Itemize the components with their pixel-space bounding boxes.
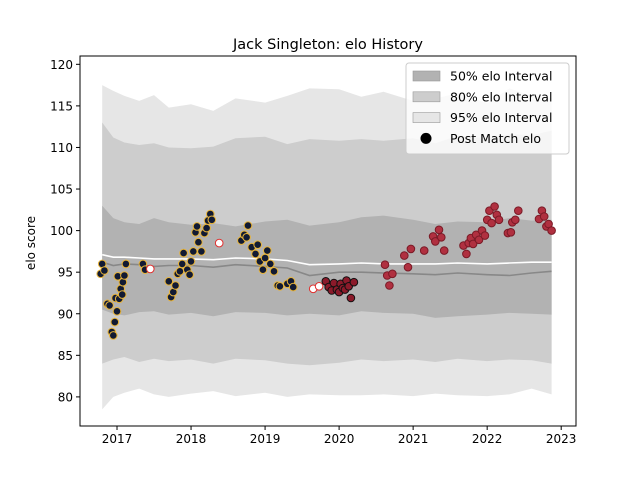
legend-label: 80% elo Interval [450, 89, 552, 104]
post-match-elo-point [242, 233, 251, 242]
plot-frame [79, 55, 577, 427]
post-match-elo-point [314, 282, 324, 291]
post-match-elo-point [263, 246, 272, 255]
x-tick-label: 2023 [546, 432, 577, 446]
post-match-elo-point [462, 249, 471, 259]
post-match-elo-point [474, 235, 484, 245]
post-match-elo-point [539, 212, 549, 221]
x-tick-label: 2019 [250, 432, 281, 446]
post-match-elo-point [403, 262, 413, 272]
x-tick-label: 2020 [324, 432, 355, 446]
post-match-elo-point [388, 269, 397, 279]
post-match-elo-point [202, 223, 211, 233]
post-match-elo-point [197, 247, 206, 256]
post-match-elo-point [514, 206, 523, 215]
post-match-elo-point [400, 251, 409, 260]
chart-title: Jack Singleton: elo History [232, 37, 423, 53]
post-match-elo-point [112, 307, 122, 316]
y-tick-label: 100 [50, 224, 73, 238]
post-match-elo-point [269, 267, 279, 276]
legend-marker-point [420, 132, 432, 144]
post-match-elo-point [468, 239, 478, 249]
post-match-elo-point [189, 247, 198, 256]
post-match-elo-point [207, 215, 217, 225]
y-tick-label: 120 [50, 58, 73, 72]
post-match-elo-point [214, 238, 224, 248]
x-tick-label: 2018 [176, 432, 207, 446]
legend-label: Post Match elo [450, 131, 541, 146]
post-match-elo-point [100, 266, 109, 275]
legend-label: 95% elo Interval [450, 110, 552, 125]
post-match-elo-point [117, 290, 127, 299]
post-match-elo-point [120, 271, 129, 280]
x-tick-label: 2017 [102, 432, 133, 446]
post-match-elo-point [110, 317, 120, 327]
post-match-elo-point [434, 225, 444, 235]
post-match-elo-point [171, 281, 180, 290]
post-match-elo-point [288, 282, 298, 292]
post-match-elo-point [385, 281, 394, 290]
post-match-elo-point [185, 270, 194, 280]
y-tick-label: 80 [58, 390, 73, 404]
post-match-elo-point [164, 277, 174, 286]
axes: 2017 2018 2019 2020 2021 2022 2023 80 85 90 95 100 1… [50, 55, 577, 446]
plot-area [96, 85, 556, 410]
post-match-elo-point [506, 228, 516, 237]
post-match-elo-point [490, 202, 499, 211]
post-match-elo-point [175, 267, 185, 276]
y-tick-label: 95 [58, 266, 73, 280]
post-match-elo-point [105, 301, 114, 310]
post-match-elo-point [437, 233, 446, 242]
x-tick-label: 2022 [472, 432, 503, 446]
post-match-elo-point [380, 260, 390, 270]
x-tick-label: 2021 [398, 432, 429, 446]
post-match-elo-point [494, 215, 504, 225]
y-tick-label: 85 [58, 349, 73, 363]
y-tick-label: 105 [50, 183, 73, 197]
post-match-elo-point [121, 259, 131, 269]
post-match-elo-point [275, 282, 285, 291]
post-match-elo-point [253, 240, 263, 249]
legend-swatch-band [412, 112, 441, 123]
mean-elo-line [102, 253, 552, 266]
post-match-elo-point [406, 244, 416, 254]
legend-box [405, 62, 570, 155]
legend-swatch-band [412, 91, 441, 103]
y-tick-label: 110 [50, 141, 73, 155]
legend-swatch-band [412, 70, 441, 82]
post-match-elo-point [480, 231, 490, 240]
post-match-elo-point [258, 265, 268, 275]
post-match-elo-point [194, 237, 203, 247]
post-match-elo-point [266, 259, 275, 269]
post-match-elo-point [109, 331, 118, 340]
post-match-elo-point [547, 226, 556, 235]
post-match-elo-point [146, 264, 155, 274]
post-match-elo-point [431, 237, 440, 246]
post-match-elo-point [186, 257, 196, 266]
post-match-elo-point [419, 246, 429, 255]
post-match-elo-point [511, 215, 520, 225]
post-match-elo-point [346, 293, 356, 303]
post-match-elo-point [349, 277, 359, 287]
y-tick-label: 90 [58, 307, 73, 321]
post-match-elo-point [487, 218, 496, 228]
post-match-elo-point [251, 249, 260, 259]
legend-label: 50% elo Interval [450, 69, 552, 84]
post-match-elo-point [179, 248, 188, 258]
legend: 50% elo Interval 80% elo Interval 95% elo … [405, 62, 570, 155]
post-match-elo-point [192, 222, 202, 231]
post-match-elo-point [177, 259, 187, 269]
y-tick-label: 115 [50, 99, 73, 113]
y-axis-label: elo score [24, 216, 38, 270]
post-match-elo-point [439, 246, 449, 255]
post-match-elo-point [243, 221, 253, 230]
